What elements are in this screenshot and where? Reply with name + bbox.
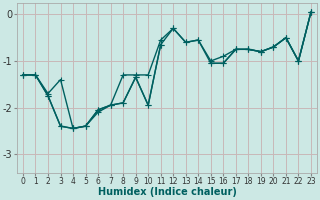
X-axis label: Humidex (Indice chaleur): Humidex (Indice chaleur) (98, 187, 236, 197)
